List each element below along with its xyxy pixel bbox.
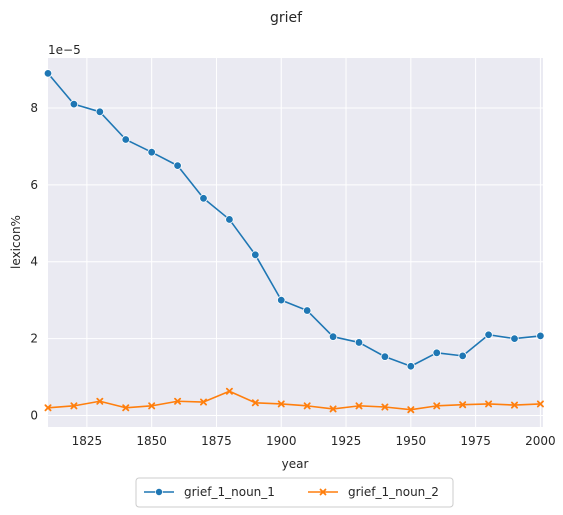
- x-tick-label: 2000: [525, 434, 556, 448]
- data-point-series-1: [407, 362, 415, 370]
- data-point-series-1: [433, 349, 441, 357]
- x-tick-label: 1925: [331, 434, 362, 448]
- y-tick-label: 4: [30, 255, 38, 269]
- y-tick-label: 0: [30, 408, 38, 422]
- data-point-series-1: [252, 251, 260, 259]
- legend-label-series-2: grief_1_noun_2: [348, 485, 439, 499]
- x-tick-label: 1900: [266, 434, 297, 448]
- data-point-series-1: [277, 296, 285, 304]
- legend-label-series-1: grief_1_noun_1: [184, 485, 275, 499]
- y-offset-label: 1e−5: [48, 43, 81, 57]
- x-axis-ticks: 1825 1850 1875 1900 1925 1950 1975 2000: [72, 434, 556, 448]
- legend-marker-series-1: [155, 488, 162, 495]
- legend: grief_1_noun_1 grief_1_noun_2: [136, 478, 453, 507]
- data-point-series-1: [44, 70, 52, 78]
- x-tick-label: 1825: [72, 434, 103, 448]
- data-point-series-1: [70, 100, 78, 108]
- chart-title: grief: [270, 10, 303, 26]
- data-point-series-1: [355, 339, 363, 347]
- x-tick-label: 1975: [460, 434, 491, 448]
- y-axis-label: lexicon%: [9, 215, 23, 269]
- data-point-series-1: [329, 333, 337, 341]
- data-point-series-1: [122, 136, 130, 144]
- data-point-series-1: [511, 335, 519, 343]
- y-tick-label: 6: [30, 178, 38, 192]
- data-point-series-1: [148, 148, 156, 156]
- data-point-series-1: [459, 352, 467, 360]
- data-point-series-1: [537, 332, 545, 340]
- data-point-series-1: [303, 307, 311, 315]
- x-axis-label: year: [282, 457, 309, 471]
- x-tick-label: 1950: [396, 434, 427, 448]
- y-tick-label: 2: [30, 332, 38, 346]
- plot-area: [48, 58, 543, 427]
- data-point-series-1: [200, 194, 208, 202]
- data-point-series-1: [96, 108, 104, 116]
- x-tick-label: 1875: [201, 434, 232, 448]
- data-point-series-1: [485, 331, 493, 339]
- y-axis-ticks: 0 2 4 6 8: [30, 101, 38, 423]
- data-point-series-1: [174, 162, 182, 170]
- data-point-series-1: [381, 353, 389, 361]
- data-point-series-1: [226, 216, 234, 224]
- y-tick-label: 8: [30, 101, 38, 115]
- x-tick-label: 1850: [136, 434, 167, 448]
